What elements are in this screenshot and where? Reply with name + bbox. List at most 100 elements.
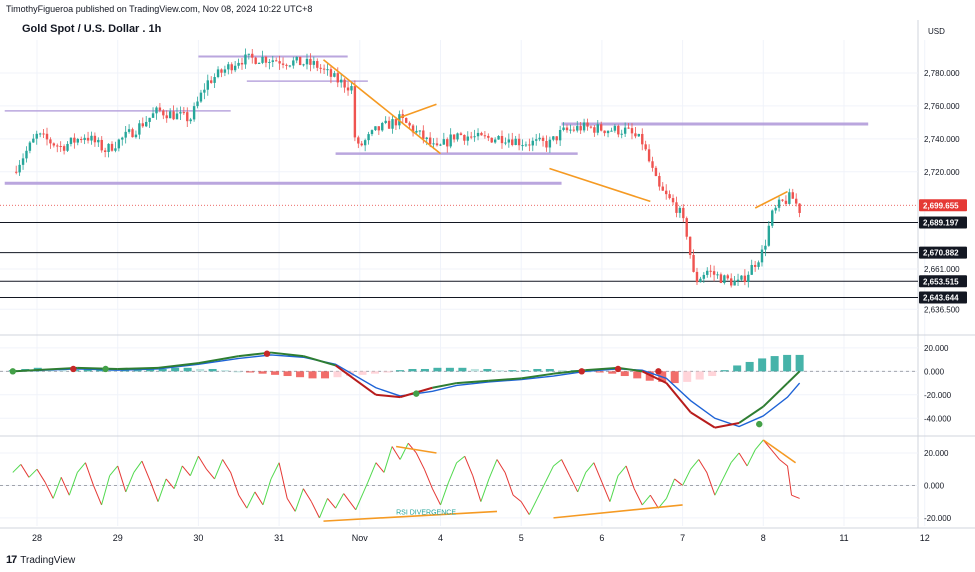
candle-body — [121, 137, 124, 140]
candle-body — [623, 127, 627, 134]
rsi-line-segment — [625, 465, 635, 489]
rsi-line-segment — [641, 494, 651, 506]
candle-body — [309, 58, 312, 65]
candle-body — [432, 143, 435, 145]
candle-body — [750, 264, 753, 275]
candle-body — [247, 53, 251, 55]
rsi-line-segment — [294, 488, 304, 512]
candle-body — [189, 119, 192, 122]
macd-histogram-bar — [670, 371, 679, 384]
candle-body — [473, 136, 476, 138]
x-tick-label: 12 — [920, 533, 930, 543]
rsi-line-segment — [698, 459, 708, 473]
candle-body — [151, 113, 155, 118]
candle-body — [470, 136, 473, 138]
candle-body — [726, 275, 729, 279]
rsi-line-segment — [633, 488, 643, 506]
candle-body — [764, 245, 767, 250]
candle-body — [682, 207, 685, 219]
candle-body — [569, 129, 572, 131]
macd-histogram-bar — [595, 371, 604, 373]
candle-body — [83, 137, 86, 141]
candle-body — [647, 149, 651, 162]
candle-body — [343, 79, 346, 88]
candle-body — [641, 133, 644, 145]
x-tick-label: 7 — [680, 533, 685, 543]
candle-body — [582, 122, 586, 131]
rsi-divergence-annotation: RSI DIVERGENCE — [396, 510, 456, 517]
currency-label: USD — [928, 27, 945, 36]
candle-body — [333, 73, 336, 77]
candle-body — [613, 125, 617, 131]
candle-body — [552, 136, 555, 140]
chart-canvas[interactable]: RSI DIVERGENCE 28 29 30 31 Nov 4 5 6 7 8 11 12 2,780… — [0, 0, 975, 550]
macd-line-segment — [335, 364, 377, 396]
candle-body — [781, 199, 784, 201]
candle-body — [428, 137, 432, 145]
macd-histogram-bar — [83, 368, 92, 372]
candle-body — [155, 107, 158, 114]
candle-body — [634, 133, 637, 137]
candle-body — [593, 127, 596, 133]
rsi-line-segment — [246, 491, 256, 509]
macd-histogram-bar — [408, 368, 417, 372]
macd-line-segment — [714, 421, 740, 429]
x-tick-label: 11 — [839, 533, 848, 543]
candle-body — [237, 62, 240, 66]
candle-body — [716, 274, 719, 276]
candle-body — [709, 270, 712, 272]
candle-body — [285, 64, 288, 66]
rsi-line-segment — [528, 498, 538, 515]
rsi-line-segment — [690, 459, 700, 470]
candle-body — [165, 115, 168, 119]
macd-histogram-bar — [758, 358, 767, 372]
macd-line-segment — [665, 382, 692, 414]
candle-body — [405, 118, 408, 123]
candle-body — [654, 167, 658, 177]
candle-body — [688, 236, 692, 255]
candle-body — [59, 146, 62, 148]
rsi-line-segment — [593, 462, 603, 483]
candle-body — [186, 112, 189, 122]
tradingview-logo[interactable]: 17 TradingView — [6, 554, 75, 566]
macd-histogram-bar — [246, 371, 255, 373]
candle-body — [346, 87, 350, 91]
rsi-line-segment — [480, 478, 490, 502]
rsi-line-segment — [682, 468, 692, 486]
candle-body — [350, 86, 353, 91]
rsi-line-segment — [649, 494, 659, 509]
candle-body — [798, 203, 801, 213]
candle-body — [794, 198, 798, 204]
candle-body — [192, 106, 196, 120]
rsi-line-segment — [238, 494, 248, 509]
macd-histogram-bar — [58, 370, 67, 372]
candle-body — [411, 125, 415, 133]
price-pane — [0, 48, 918, 299]
macd-cross-marker — [655, 368, 662, 375]
candle-body — [90, 135, 93, 141]
macd-line-segment — [617, 366, 643, 373]
rsi-divergence-line — [323, 510, 498, 522]
candle-body — [606, 130, 610, 134]
candle-body — [788, 192, 791, 204]
rsi-line-segment — [173, 465, 183, 489]
rsi-line-segment — [738, 452, 748, 467]
macd-signal-line — [12, 354, 801, 428]
candle-body — [774, 207, 777, 211]
candle-body — [251, 53, 254, 58]
candle-body — [651, 161, 654, 168]
candle-body — [275, 60, 278, 62]
rsi-line-segment — [206, 468, 215, 480]
macd-histogram-bar — [383, 371, 392, 373]
rsi-line-segment — [544, 465, 554, 483]
macd-histogram-bar — [321, 371, 330, 379]
candle-body — [316, 61, 319, 68]
macd-histogram-bar — [783, 354, 792, 372]
rsi-line-segment — [553, 459, 562, 467]
y-tick-label: 2,760.000 — [924, 102, 960, 111]
candle-body — [42, 133, 45, 135]
candle-body — [25, 150, 28, 159]
rsi-line-segment — [117, 465, 127, 493]
candle-body — [777, 199, 781, 208]
macd-line-segment — [762, 382, 789, 408]
